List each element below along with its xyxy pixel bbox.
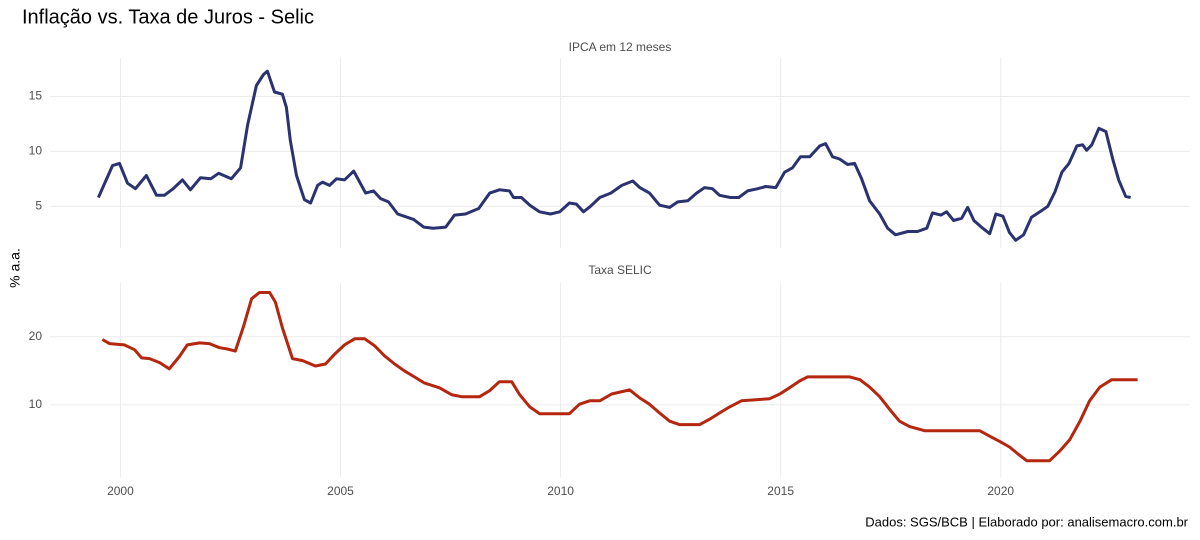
- x-tick-label: 2010: [547, 484, 574, 498]
- x-tick-label: 2015: [767, 484, 794, 498]
- y-tick-label: 20: [29, 329, 43, 343]
- caption: Dados: SGS/BCB | Elaborado por: analisem…: [865, 514, 1188, 529]
- x-tick-label: 2000: [107, 484, 134, 498]
- y-axis-label: % a.a.: [7, 248, 23, 288]
- facet-title: Taxa SELIC: [588, 263, 652, 277]
- line: [101, 291, 1138, 463]
- facet-title: IPCA em 12 meses: [569, 40, 672, 54]
- x-tick-label: 2020: [987, 484, 1014, 498]
- x-tick-label: 2005: [327, 484, 354, 498]
- chart-title: Inflação vs. Taxa de Juros - Selic: [22, 6, 314, 28]
- y-tick-label: 15: [29, 89, 43, 103]
- y-tick-label: 10: [29, 144, 43, 158]
- y-tick-label: 10: [29, 397, 43, 411]
- line: [97, 69, 1131, 242]
- y-tick-label: 5: [35, 198, 42, 212]
